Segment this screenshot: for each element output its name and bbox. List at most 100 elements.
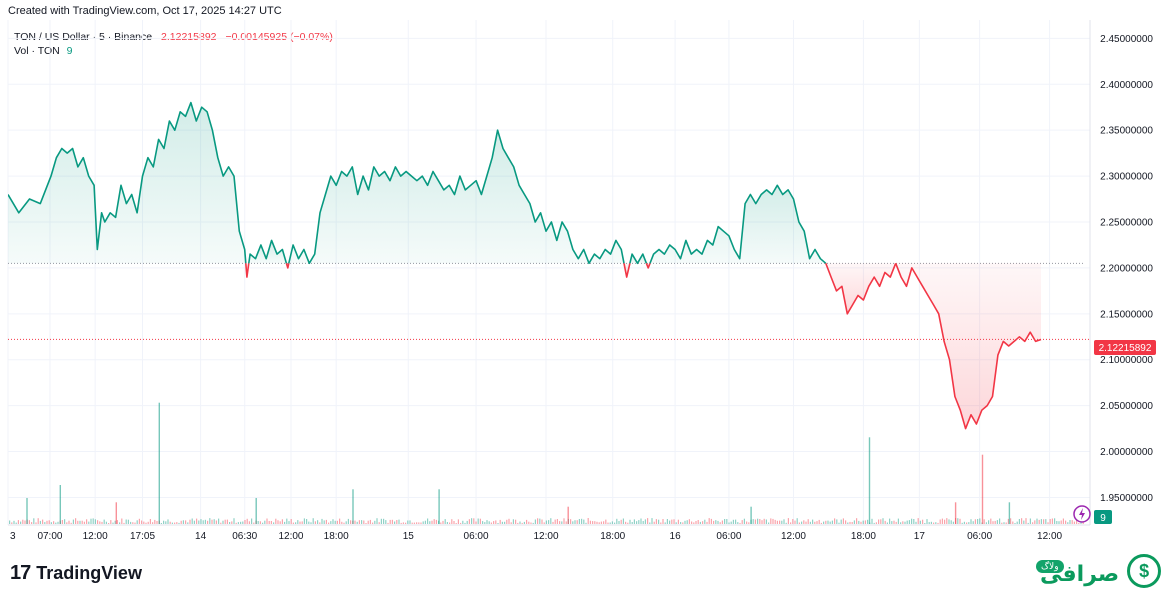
volume-bar <box>796 518 798 524</box>
volume-bar <box>39 520 41 524</box>
volume-bar <box>512 519 514 524</box>
volume-bar <box>614 522 616 524</box>
volume-bar <box>383 518 385 524</box>
volume-bar <box>187 522 189 524</box>
volume-bar <box>70 522 72 524</box>
volume-bar <box>746 521 748 524</box>
area-above-baseline <box>650 185 826 264</box>
volume-bar <box>68 520 70 524</box>
volume-bar <box>966 522 968 524</box>
volume-bar <box>64 519 66 524</box>
volume-bar <box>288 521 290 524</box>
axes: 2.45000000 2.40000000 2.35000000 2.30000000… <box>10 34 1153 542</box>
volume-bar <box>541 519 543 524</box>
volume-bar <box>994 520 996 524</box>
volume-bar <box>554 519 556 524</box>
volume-bar <box>314 521 316 524</box>
volume-bar <box>222 520 224 524</box>
volume-bar <box>53 521 55 524</box>
volume-bar <box>957 518 959 524</box>
volume-bar <box>389 519 391 524</box>
volume-bar <box>1034 520 1036 524</box>
volume-spike <box>438 489 440 524</box>
volume-bar <box>259 521 261 524</box>
volume-bar <box>281 519 283 524</box>
volume-bar <box>528 521 530 524</box>
alert-icon[interactable] <box>1073 505 1091 523</box>
volume-bar <box>563 518 565 524</box>
volume-bar <box>400 522 402 524</box>
volume-bar <box>138 518 140 524</box>
volume-bar <box>1073 521 1075 524</box>
volume-bar <box>642 521 644 524</box>
volume-bar <box>691 521 693 524</box>
volume-bar <box>924 523 926 524</box>
volume-bar <box>334 520 336 524</box>
price-segment-up <box>649 184 827 264</box>
volume-bar <box>112 522 114 524</box>
volume-bar <box>237 522 239 524</box>
volume-bar <box>169 521 171 524</box>
volume-bar <box>829 521 831 524</box>
volume-bar <box>1076 518 1078 524</box>
volume-bar <box>776 520 778 524</box>
volume-bar <box>1062 518 1064 524</box>
volume-bar <box>834 518 836 524</box>
volume-bar <box>565 521 567 524</box>
volume-bar <box>174 522 176 524</box>
volume-bar <box>1071 520 1073 524</box>
volume-bar <box>589 520 591 524</box>
volume-bar <box>75 518 77 524</box>
volume-bar <box>875 522 877 524</box>
volume-bar <box>66 522 68 524</box>
volume-bar <box>248 521 250 524</box>
volume-bar <box>119 522 121 524</box>
volume-bar <box>209 518 211 524</box>
volume-bar <box>950 520 952 524</box>
x-tick-label: 14 <box>195 531 207 542</box>
volume-bar <box>306 519 308 524</box>
volume-bar <box>801 521 803 524</box>
volume-bar <box>72 519 74 524</box>
volume-bar <box>171 522 173 524</box>
volume-bar <box>715 520 717 524</box>
volume-bar <box>616 518 618 524</box>
price-segment-down <box>623 263 631 278</box>
volume-bar <box>741 520 743 524</box>
volume-bar <box>902 521 904 524</box>
volume-bar <box>229 522 231 524</box>
volume-bar <box>433 519 435 524</box>
volume-bar <box>882 518 884 524</box>
price-segment-up <box>8 101 247 264</box>
volume-bar <box>61 520 63 524</box>
tradingview-wordmark: TradingView <box>36 563 142 583</box>
volume-bar <box>497 523 499 524</box>
volume-bar <box>754 519 756 524</box>
volume-bar <box>939 519 941 524</box>
volume-bar <box>680 522 682 524</box>
volume-bar <box>178 522 180 524</box>
volume-bar <box>110 520 112 524</box>
price-badge: 2.12215892 <box>1094 340 1156 355</box>
volume-bar <box>1060 520 1062 524</box>
volume-bar <box>684 520 686 524</box>
volume-bar <box>581 518 583 524</box>
volume-bar <box>295 522 297 524</box>
volume-bar <box>537 518 539 524</box>
volume-bar <box>1051 518 1053 524</box>
volume-bar <box>33 518 35 524</box>
volume-bar <box>818 519 820 524</box>
volume-bar <box>666 519 668 524</box>
volume-bar <box>358 520 360 524</box>
volume-bar <box>264 520 266 524</box>
volume-bar <box>48 520 50 524</box>
volume-bar <box>946 518 948 524</box>
area-above-baseline <box>248 240 287 264</box>
volume-bar <box>781 520 783 524</box>
volume-bar <box>101 521 103 524</box>
volume-bar <box>268 521 270 524</box>
volume-bar <box>81 520 83 524</box>
price-segment-down <box>825 263 897 315</box>
volume-bar <box>1005 522 1007 524</box>
